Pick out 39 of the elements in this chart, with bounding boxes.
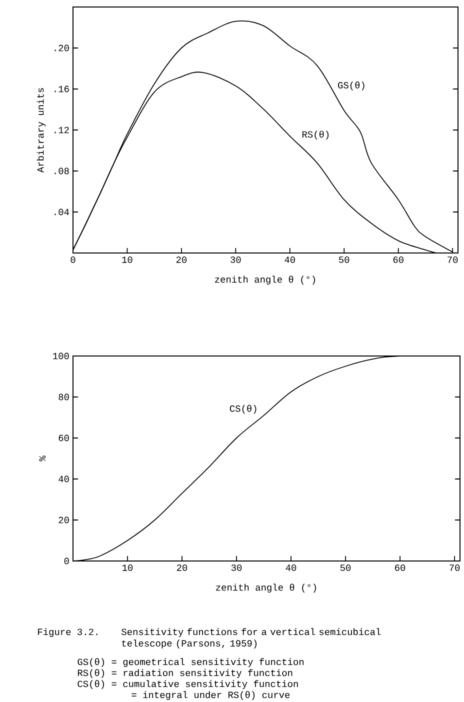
x-axis-title: zenith angle θ (°) [216,584,316,593]
y-tick-label: 60 [59,434,70,442]
x-tick-label: 50 [339,256,350,263]
series-label: CS(θ) [230,404,256,414]
y-axis-title: Arbitrary units [37,88,46,173]
y-tick-label: .20 [54,44,70,52]
x-tick-label: 70 [450,564,460,571]
series-label: RS(θ) [302,130,329,140]
x-tick-label: 50 [340,564,351,571]
x-tick-label: 20 [177,564,188,571]
y-tick-label: .04 [54,208,70,216]
y-tick-label: .12 [54,126,70,134]
x-tick-label: 40 [284,256,296,263]
text: = integral under RS(θ) curve [132,691,290,700]
x-tick-label: 10 [122,564,133,571]
text: Sensitivity functions for a vertical semicubical telescope (Parsons, 1959) [122,628,381,648]
y-tick-label: .16 [54,86,70,92]
y-tick-label: 100 [53,352,70,360]
x-tick-label: 10 [122,256,133,263]
x-tick-label: 30 [230,256,241,263]
x-tick-label: 60 [394,256,404,263]
x-tick-label: 20 [176,256,187,263]
text: GS(θ) = geometrical sensitivity function [78,658,304,668]
y-tick-label: .08 [54,168,70,174]
caption: Figure 3.2. [38,628,98,637]
x-axis-title: zenith angle θ (°) [215,276,316,285]
series-label: GS(θ) [338,82,365,90]
x-tick-label: 60 [395,564,406,571]
y-tick-label: 40 [58,476,70,482]
x-tick-label: 40 [286,564,296,571]
x-tick-label: 0 [70,256,76,263]
text: RS(θ) = radiation sensitivity function [78,669,292,678]
x-tick-label: 70 [448,256,458,263]
x-tick-label: 30 [232,564,242,571]
y-tick-label: 80 [58,394,70,400]
text: CS(θ) = cumulative sensitivity function [78,680,298,690]
y-tick-label: 0 [64,558,70,564]
y-axis-title: % [39,456,46,462]
y-tick-label: 20 [59,516,70,524]
